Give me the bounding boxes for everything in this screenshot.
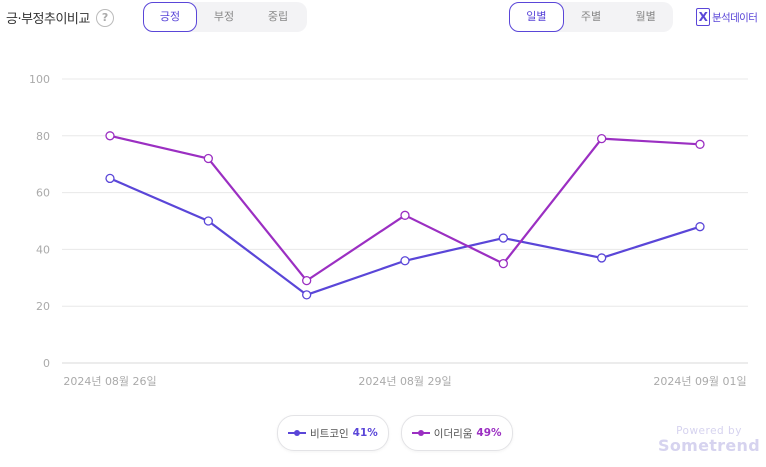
legend-label-ethereum: 이더리움 — [433, 427, 473, 440]
series-1-point-0 — [105, 131, 115, 141]
series-1-point-2 — [302, 275, 312, 286]
legend-item-ethereum[interactable]: 이더리움 49% — [400, 415, 513, 451]
legend-item-bitcoin[interactable]: 비트코인 41% — [277, 415, 389, 451]
y-tick-label-40: 40 — [36, 243, 50, 256]
tab-daily[interactable]: 일별 — [509, 2, 564, 32]
analysis-data-label: 분석데이터 — [712, 11, 758, 24]
y-tick-label-0: 0 — [43, 357, 50, 370]
help-icon[interactable]: ? — [95, 8, 114, 27]
watermark-logo: Sometrend — [658, 436, 760, 455]
series-0-point-0 — [105, 173, 115, 184]
tab-monthly[interactable]: 월별 — [635, 10, 656, 23]
series-line-0 — [109, 177, 701, 296]
series-1-point-1 — [203, 153, 213, 164]
series-0-point-2 — [302, 290, 312, 300]
tab-neutral[interactable]: 중립 — [267, 10, 289, 23]
series-0-point-6 — [695, 222, 705, 232]
tab-positive[interactable]: 긍정 — [143, 2, 197, 32]
line-chart: 0 20 40 60 80 100 2024년 08월 26일 2024년 08월 29일 20… — [29, 73, 748, 388]
legend-share-bitcoin: 41% — [352, 427, 378, 439]
series-0-point-1 — [203, 216, 213, 226]
x-tick-label-0: 2024년 08월 26일 — [63, 374, 156, 388]
x-tick-label-2: 2024년 09월 01일 — [653, 374, 746, 388]
y-tick-label-20: 20 — [36, 300, 50, 313]
sentiment-toggle: 긍정 부정 중립 — [143, 2, 307, 32]
tab-weekly[interactable]: 주별 — [580, 10, 602, 23]
y-tick-label-60: 60 — [36, 187, 50, 200]
chart-title-text: 긍·부정추이비교 — [6, 12, 90, 27]
legend: 비트코인 41% 이더리움 49% — [277, 415, 513, 451]
series-0-point-5 — [597, 253, 607, 263]
series-0-point-4 — [498, 233, 508, 243]
watermark-powered-by: Powered by — [676, 425, 742, 437]
analysis-data-button[interactable]: X 분석데이터 — [696, 8, 758, 26]
series-1-point-5 — [597, 133, 607, 144]
y-tick-label-100: 100 — [29, 73, 50, 86]
series-1-point-6 — [695, 139, 705, 149]
series-1-point-3 — [400, 210, 410, 220]
chart-title: 긍·부정추이비교 ? — [6, 8, 114, 27]
legend-marker-ethereum — [411, 428, 430, 438]
series-0-point-3 — [400, 256, 410, 266]
tab-negative[interactable]: 부정 — [213, 10, 235, 23]
series-1-point-4 — [498, 258, 508, 269]
legend-share-ethereum: 49% — [476, 427, 502, 439]
watermark: Powered by Sometrend — [658, 425, 760, 455]
legend-marker-bitcoin — [288, 428, 306, 438]
legend-label-bitcoin: 비트코인 — [310, 427, 349, 440]
excel-icon: X — [696, 8, 710, 26]
period-toggle: 일별 주별 월별 — [509, 2, 673, 32]
x-tick-label-1: 2024년 08월 29일 — [358, 374, 451, 388]
y-tick-label-80: 80 — [36, 130, 50, 143]
